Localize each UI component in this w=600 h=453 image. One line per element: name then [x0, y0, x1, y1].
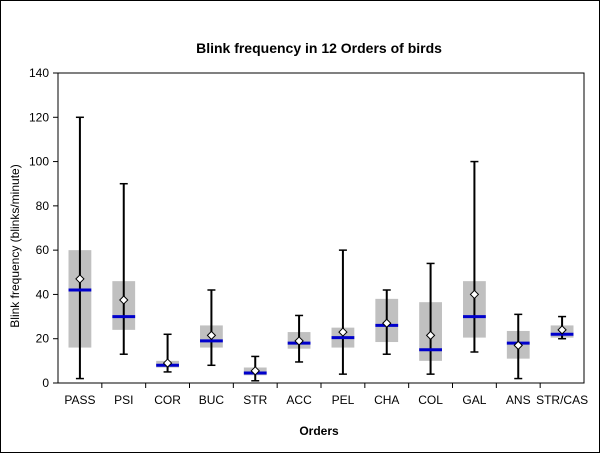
- y-tick-label: 100: [29, 155, 49, 169]
- box-psi: [112, 182, 136, 355]
- y-axis: 0 20 40 60 80 100 120 140: [29, 66, 58, 390]
- mean-marker: [425, 330, 436, 341]
- y-axis-title: Blink frequency (blinks/minute): [8, 164, 22, 327]
- x-axis-title: Orders: [299, 424, 339, 438]
- x-category-label: COR: [154, 393, 181, 407]
- box-col: [419, 262, 442, 375]
- x-category-label: BUC: [199, 393, 225, 407]
- mean-marker: [469, 289, 480, 300]
- box-cor: [156, 333, 179, 373]
- mean-marker: [75, 274, 85, 284]
- x-category-label: CHA: [374, 393, 399, 407]
- x-category-label: PEL: [332, 393, 355, 407]
- y-tick-label: 120: [29, 110, 49, 124]
- mean-marker: [119, 295, 129, 305]
- box-pass: [68, 116, 92, 380]
- box-pel: [331, 249, 355, 375]
- y-tick-label: 140: [29, 66, 49, 80]
- mean-marker: [250, 366, 260, 376]
- x-category-label: COL: [418, 393, 443, 407]
- mean-marker: [513, 340, 523, 351]
- mean-marker: [162, 358, 173, 368]
- box-series: [68, 116, 574, 382]
- y-tick-label: 0: [42, 376, 49, 390]
- mean-marker: [338, 327, 348, 337]
- x-category-label: STR: [243, 393, 267, 407]
- box-cha: [375, 289, 399, 355]
- mean-marker: [294, 336, 304, 346]
- mean-marker: [382, 318, 392, 328]
- x-category-label: PASS: [64, 393, 95, 407]
- mean-marker: [557, 325, 567, 335]
- x-axis: PASS PSI COR BUC STR ACC PEL CHA COL GAL ANS STR/CA…: [64, 383, 588, 407]
- x-category-label: STR/CAS: [536, 393, 588, 407]
- mean-marker: [206, 330, 217, 341]
- y-tick-label: 40: [36, 287, 50, 301]
- box-buc: [200, 289, 223, 367]
- x-category-label: GAL: [462, 393, 486, 407]
- y-tick-label: 80: [36, 199, 50, 213]
- box-str-cas: [550, 315, 574, 340]
- x-category-label: PSI: [114, 393, 133, 407]
- box-gal: [463, 160, 486, 353]
- box-ans: [506, 313, 530, 380]
- box-str: [243, 355, 267, 382]
- y-tick-label: 60: [36, 243, 50, 257]
- plot-area-border: [57, 72, 585, 384]
- box-acc: [287, 314, 311, 363]
- y-tick-label: 20: [36, 332, 50, 346]
- chart-title: Blink frequency in 12 Orders of birds: [196, 40, 442, 56]
- x-category-label: ANS: [506, 393, 531, 407]
- x-category-label: ACC: [286, 393, 312, 407]
